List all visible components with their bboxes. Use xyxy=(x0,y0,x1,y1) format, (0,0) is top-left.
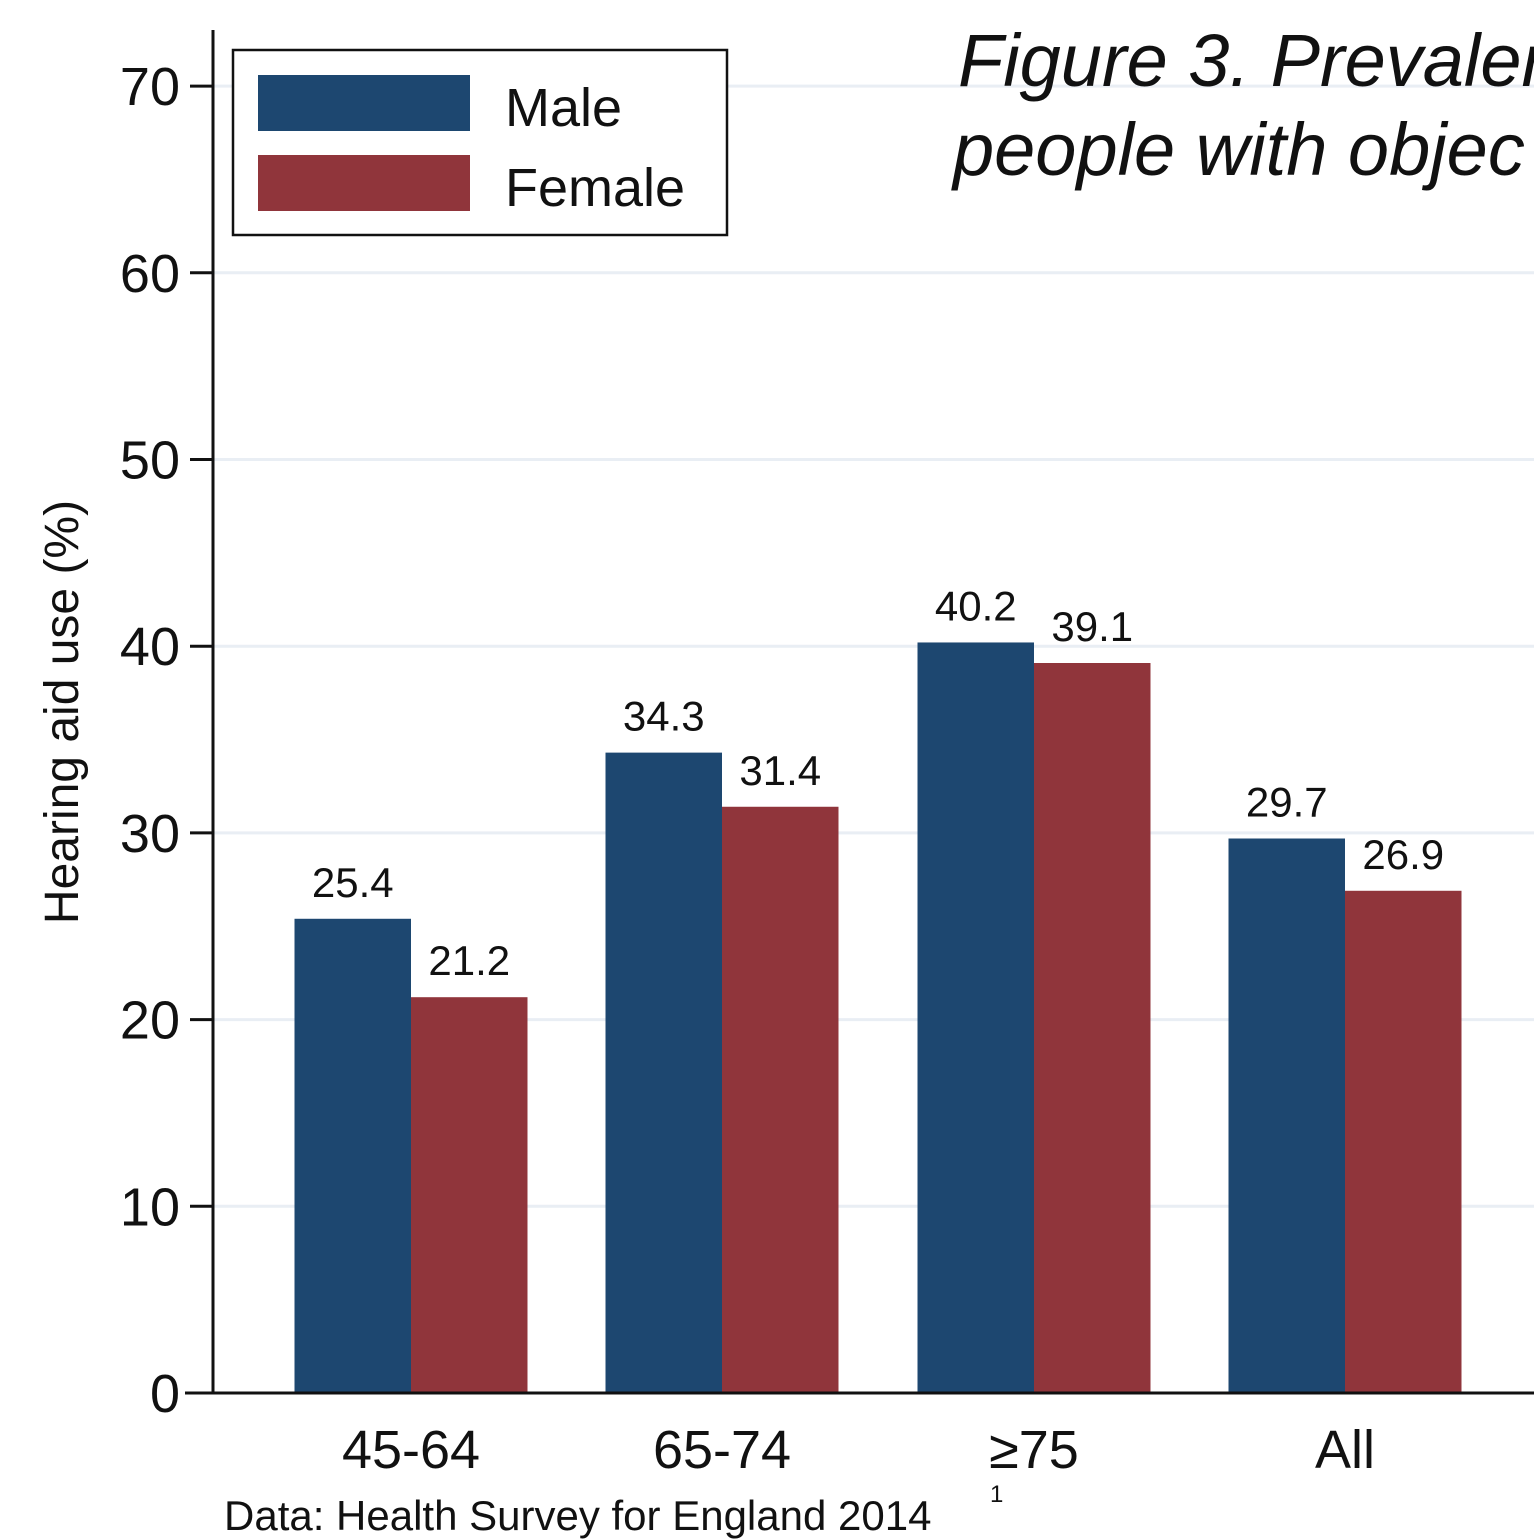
source-note: Data: Health Survey for England 2014 xyxy=(224,1492,931,1539)
data-label: 34.3 xyxy=(623,693,705,740)
source-superscript: 1 xyxy=(990,1481,1003,1508)
y-tick-label: 30 xyxy=(120,804,180,864)
legend-label-male: Male xyxy=(505,78,622,138)
y-tick-label: 10 xyxy=(120,1177,180,1237)
x-category-label: 45-64 xyxy=(342,1420,480,1480)
y-ticks: 0 10 20 30 40 50 60 70 xyxy=(120,57,213,1424)
legend: Male Female xyxy=(231,48,729,237)
data-label: 21.2 xyxy=(428,937,510,984)
y-tick-label: 0 xyxy=(150,1364,180,1424)
data-label: 29.7 xyxy=(1246,779,1328,826)
bar-male xyxy=(917,642,1034,1393)
y-axis-label: Hearing aid use (%) xyxy=(36,500,89,924)
legend-swatch-female xyxy=(258,155,470,211)
data-label: 31.4 xyxy=(739,747,821,794)
x-categories: 45-64 65-74 ≥75 All xyxy=(342,1420,1375,1480)
y-tick-label: 40 xyxy=(120,617,180,677)
bar-female xyxy=(722,806,839,1393)
legend-label-female: Female xyxy=(505,158,685,218)
bar-female xyxy=(1345,890,1462,1393)
bar-male xyxy=(1228,838,1345,1393)
data-label: 25.4 xyxy=(312,859,394,906)
legend-swatch-male xyxy=(258,75,470,131)
y-tick-label: 60 xyxy=(120,244,180,304)
data-label: 40.2 xyxy=(935,582,1017,629)
y-tick-label: 70 xyxy=(120,57,180,117)
data-labels: 25.4 21.2 34.3 31.4 40.2 39.1 29.7 26.9 xyxy=(312,582,1444,984)
x-category-label: ≥75 xyxy=(989,1420,1079,1480)
bar-female xyxy=(411,997,528,1393)
axes xyxy=(185,30,1534,1395)
bar-male xyxy=(605,752,722,1393)
data-label: 26.9 xyxy=(1362,831,1444,878)
y-tick-label: 50 xyxy=(120,431,180,491)
chart-title-line-1: Figure 3. Prevalen xyxy=(958,19,1534,102)
bars xyxy=(294,642,1462,1393)
bar-male xyxy=(294,918,411,1393)
data-label: 39.1 xyxy=(1051,603,1133,650)
x-category-label: 65-74 xyxy=(653,1420,791,1480)
x-category-label: All xyxy=(1315,1420,1375,1480)
y-tick-label: 20 xyxy=(120,991,180,1051)
chart-title-line-2: people with objec xyxy=(951,108,1525,191)
bar-female xyxy=(1034,663,1151,1393)
